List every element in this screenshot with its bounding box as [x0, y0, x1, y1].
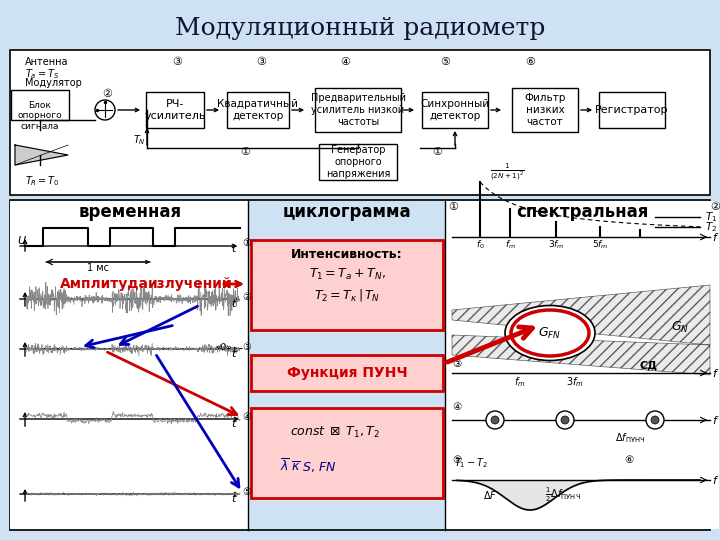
FancyBboxPatch shape [445, 201, 719, 529]
FancyBboxPatch shape [227, 92, 289, 128]
Text: СД: СД [639, 360, 657, 370]
Text: $5f_m$: $5f_m$ [592, 239, 608, 251]
Text: ②: ② [710, 202, 720, 212]
Text: $t$: $t$ [231, 242, 238, 254]
Text: $G_{FN}$: $G_{FN}$ [539, 326, 562, 341]
FancyBboxPatch shape [10, 200, 710, 530]
Text: Квадратичный
детектор: Квадратичный детектор [217, 99, 299, 121]
Circle shape [561, 416, 569, 424]
Text: $T_R = T_0$: $T_R = T_0$ [25, 174, 60, 188]
Text: Синхронный
детектор: Синхронный детектор [420, 99, 490, 121]
Text: $\Delta f_{\text{ПУНЧ}}$: $\Delta f_{\text{ПУНЧ}}$ [615, 431, 645, 445]
Text: ⑥: ⑥ [624, 455, 634, 465]
Text: Функция ПУНЧ: Функция ПУНЧ [287, 366, 408, 380]
FancyBboxPatch shape [251, 355, 443, 391]
FancyBboxPatch shape [251, 408, 443, 498]
Text: ③: ③ [242, 342, 251, 352]
Text: $3f_m$: $3f_m$ [566, 375, 584, 389]
Text: $t$: $t$ [231, 297, 238, 309]
FancyBboxPatch shape [10, 50, 710, 194]
Text: $f_m$: $f_m$ [514, 375, 526, 389]
Text: $U$: $U$ [17, 234, 27, 246]
Text: Генератор
опорного
напряжения: Генератор опорного напряжения [326, 145, 390, 179]
Polygon shape [15, 145, 68, 165]
Text: $\overline{\lambda} \; \overline{\kappa} \; S,\, FN$: $\overline{\lambda} \; \overline{\kappa}… [280, 457, 337, 475]
FancyBboxPatch shape [319, 144, 397, 180]
Text: Амплитуда: Амплитуда [60, 277, 149, 291]
Text: $f$: $f$ [712, 231, 719, 243]
Text: Интенсивность:: Интенсивность: [291, 247, 402, 260]
Circle shape [491, 416, 499, 424]
Text: циклограмма: циклограмма [283, 203, 411, 221]
Text: $t$: $t$ [231, 347, 238, 359]
Text: $t$: $t$ [231, 417, 238, 429]
Text: $T_1$: $T_1$ [705, 210, 717, 224]
Text: Фильтр
низких
частот: Фильтр низких частот [524, 93, 566, 126]
Circle shape [646, 411, 664, 429]
Text: $G_N$: $G_N$ [671, 320, 689, 335]
Text: $t$: $t$ [231, 492, 238, 504]
FancyBboxPatch shape [315, 88, 401, 132]
FancyBboxPatch shape [146, 92, 204, 128]
Text: $f$: $f$ [712, 414, 719, 426]
Text: РЧ-
усилитель: РЧ- усилитель [144, 99, 206, 121]
Text: Антенна: Антенна [25, 57, 68, 67]
FancyBboxPatch shape [512, 88, 578, 132]
FancyBboxPatch shape [11, 90, 69, 120]
Text: ①: ① [240, 147, 250, 157]
Text: ④: ④ [242, 412, 251, 422]
Text: $\frac{1}{(2N+1)^2}$: $\frac{1}{(2N+1)^2}$ [490, 161, 525, 183]
Text: $T_N$: $T_N$ [133, 133, 146, 147]
Text: ④: ④ [452, 402, 462, 412]
Text: Регистратор: Регистратор [595, 105, 669, 115]
Text: Модулятор: Модулятор [25, 78, 82, 88]
Text: $T_a = T_S$: $T_a = T_S$ [25, 67, 60, 81]
FancyBboxPatch shape [599, 92, 665, 128]
Text: временная: временная [78, 203, 181, 221]
Ellipse shape [505, 306, 595, 361]
Text: $3f_m$: $3f_m$ [548, 239, 564, 251]
Text: 1 мс: 1 мс [87, 263, 109, 273]
Text: ①: ① [242, 238, 251, 248]
FancyBboxPatch shape [251, 240, 443, 330]
Text: Модуляционный радиометр: Модуляционный радиометр [175, 17, 545, 39]
Text: $f_m$: $f_m$ [505, 239, 516, 251]
Text: ③: ③ [172, 57, 182, 67]
Circle shape [486, 411, 504, 429]
Text: $\frac{1}{2}\Delta f_{\text{ПУНЧ}}$: $\frac{1}{2}\Delta f_{\text{ПУНЧ}}$ [545, 486, 581, 504]
Text: ⑤: ⑤ [242, 487, 251, 497]
Text: $const \; \boxtimes \; T_1, T_2$: $const \; \boxtimes \; T_1, T_2$ [290, 424, 380, 440]
Text: излучений: излучений [148, 277, 233, 291]
Text: $f$: $f$ [712, 367, 719, 379]
Text: ⑤: ⑤ [452, 455, 462, 465]
Text: ⑤: ⑤ [440, 57, 450, 67]
Text: Предварительный
усилитель низкой
частоты: Предварительный усилитель низкой частоты [310, 93, 405, 126]
Text: $T_1 = T_a + T_N,$: $T_1 = T_a + T_N,$ [309, 266, 385, 281]
Text: $T_2 = T_\kappa \, |\, T_N$: $T_2 = T_\kappa \, |\, T_N$ [314, 287, 380, 303]
Text: спектральная: спектральная [516, 203, 648, 221]
Text: «0»: «0» [215, 343, 232, 353]
Text: ①: ① [448, 202, 458, 212]
Text: ⑥: ⑥ [525, 57, 535, 67]
FancyBboxPatch shape [422, 92, 488, 128]
Text: ③: ③ [256, 57, 266, 67]
Circle shape [651, 416, 659, 424]
Text: ③: ③ [452, 359, 462, 369]
Text: Блок
опорного
сигнала: Блок опорного сигнала [18, 101, 63, 131]
Text: ④: ④ [340, 57, 350, 67]
FancyBboxPatch shape [10, 201, 248, 529]
Text: ②: ② [102, 89, 112, 99]
Text: ②: ② [242, 292, 251, 302]
Polygon shape [452, 285, 710, 375]
Circle shape [556, 411, 574, 429]
Text: $f_0$: $f_0$ [476, 239, 485, 251]
Text: $\Delta F$: $\Delta F$ [483, 489, 498, 501]
Text: ①: ① [432, 147, 442, 157]
Text: $T_2$: $T_2$ [705, 220, 717, 234]
Text: $T_1 - T_2$: $T_1 - T_2$ [454, 456, 488, 470]
Text: $f$: $f$ [712, 474, 719, 486]
